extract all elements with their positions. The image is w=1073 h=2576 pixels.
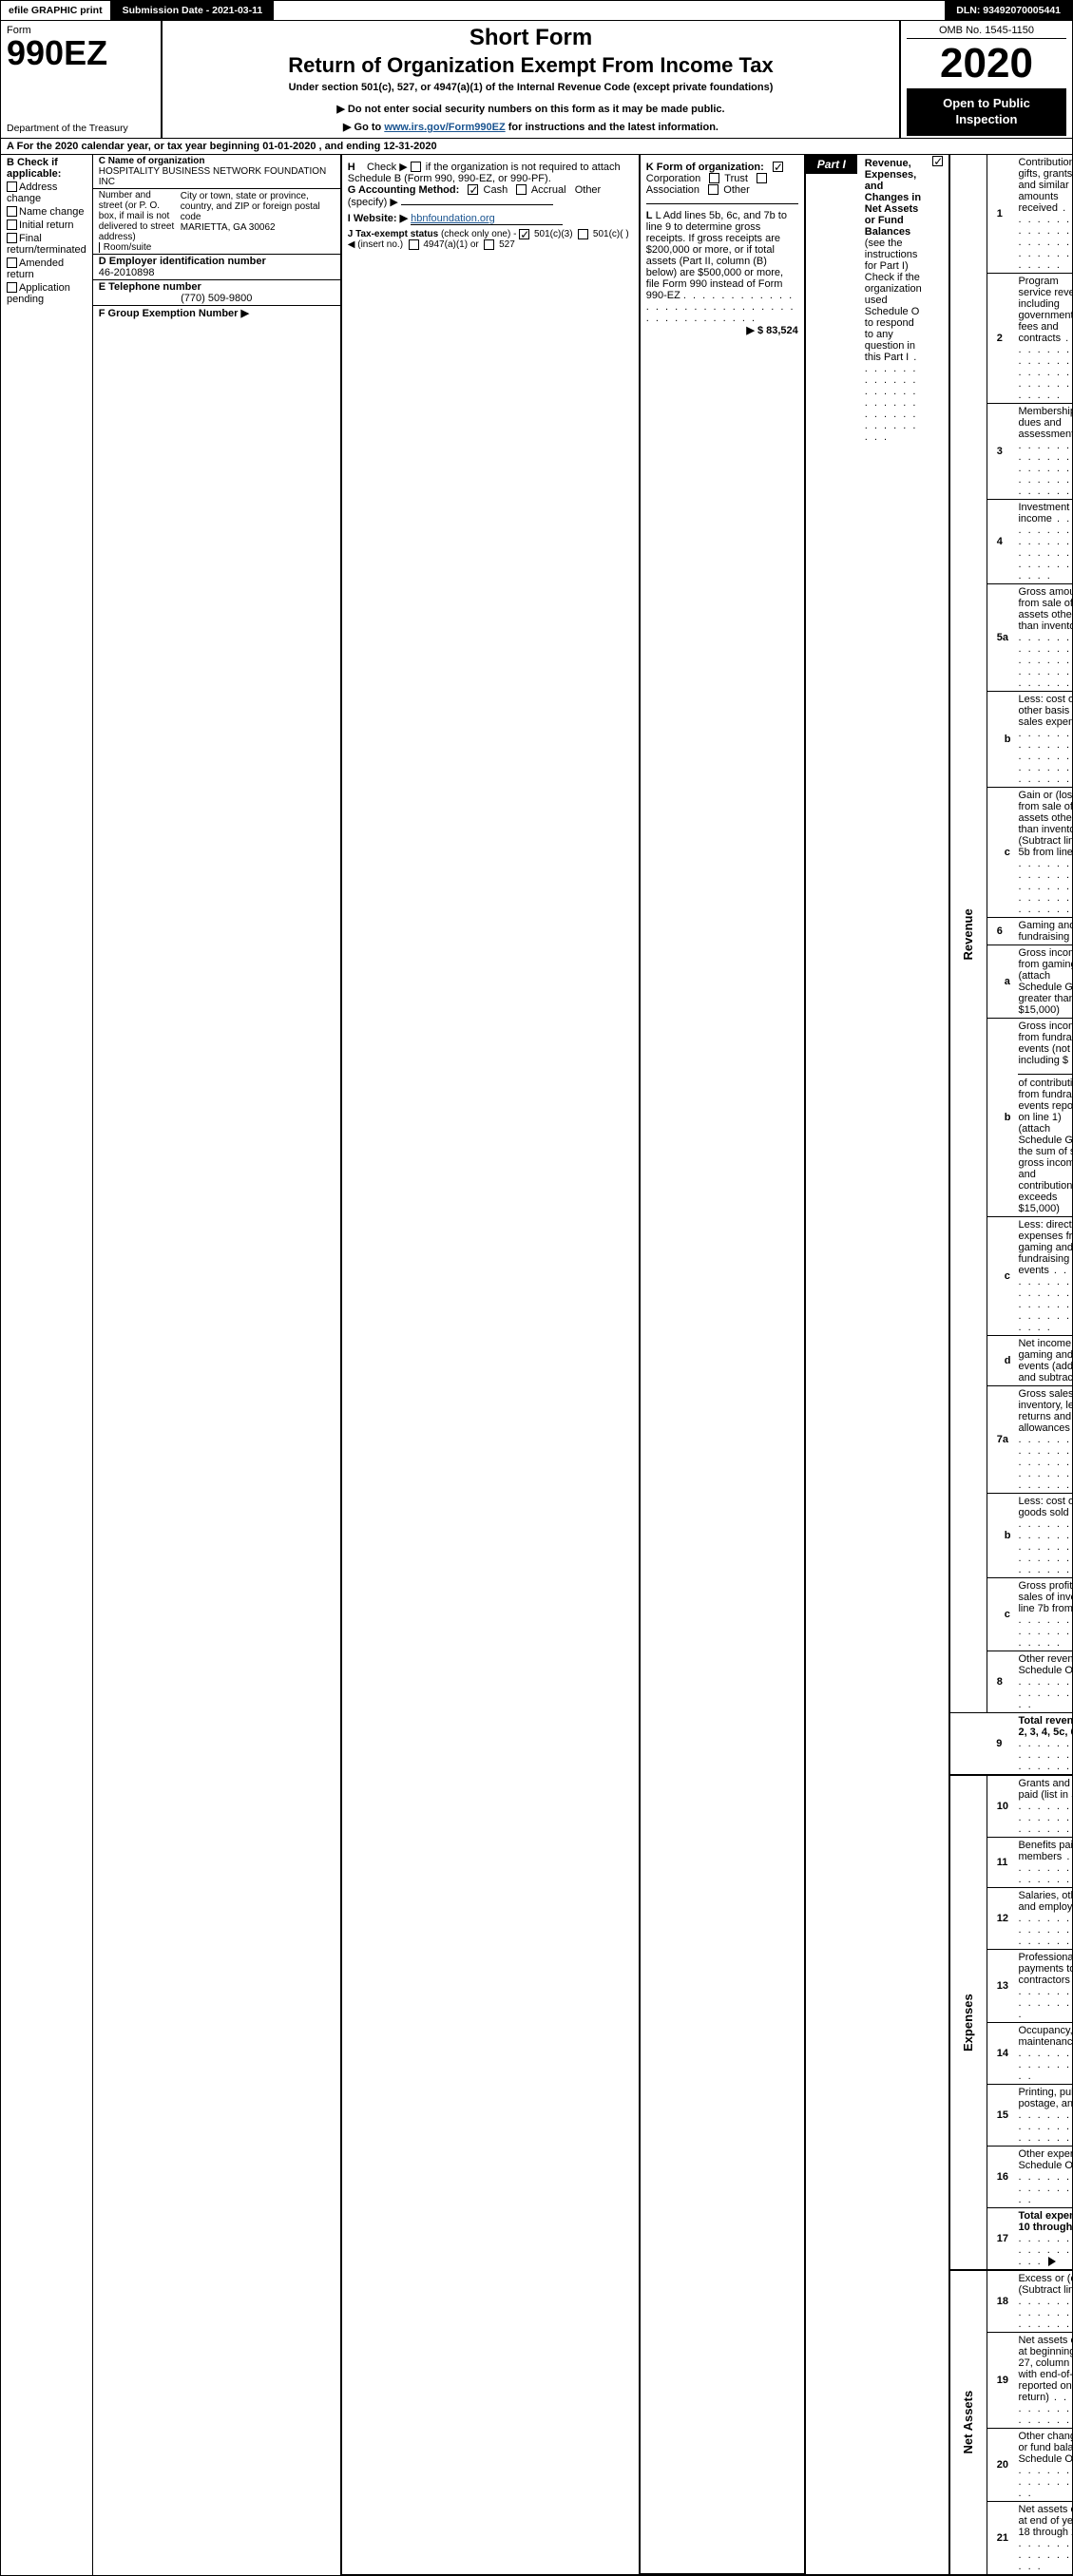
j-label: J Tax-exempt status xyxy=(348,229,438,239)
c-street-label: Number and street (or P. O. box, if mail… xyxy=(99,190,175,242)
line-12: Salaries, other compensation, and employ… xyxy=(1014,1887,1073,1949)
line-10: Grants and similar amounts paid (list in… xyxy=(1014,1775,1073,1838)
l-amount: ▶ $ 83,524 xyxy=(746,324,797,336)
cb-address-change[interactable]: Address change xyxy=(7,181,86,204)
line-1: Contributions, gifts, grants, and simila… xyxy=(1014,155,1073,274)
line-20: Other changes in net assets or fund bala… xyxy=(1014,2428,1073,2501)
subtitle-ssn: ▶ Do not enter social security numbers o… xyxy=(172,103,890,115)
l-text: L Add lines 5b, 6c, and 7b to line 9 to … xyxy=(646,210,787,301)
cb-schedule-b[interactable] xyxy=(411,162,421,172)
g-label: G Accounting Method: xyxy=(348,184,460,196)
arrow-icon xyxy=(1048,2257,1056,2266)
k-label: K Form of organization: xyxy=(646,162,764,173)
cb-501c[interactable] xyxy=(578,229,588,239)
line-2: Program service revenue including govern… xyxy=(1014,273,1073,403)
line-18: Excess or (deficit) for the year (Subtra… xyxy=(1014,2270,1073,2333)
line-13: Professional fees and other payments to … xyxy=(1014,1949,1073,2022)
title-short-form: Short Form xyxy=(172,25,890,51)
cb-assoc[interactable] xyxy=(757,173,767,183)
org-city: MARIETTA, GA 30062 xyxy=(181,222,329,233)
line-6: Gaming and fundraising events xyxy=(1014,917,1073,945)
section-ghij: H Check ▶ if the organization is not req… xyxy=(341,155,640,2575)
room-suite-label: Room/suite xyxy=(99,242,175,253)
cb-4947[interactable] xyxy=(409,239,419,250)
line-7c: Gross profit or (loss) from sales of inv… xyxy=(1014,1577,1073,1651)
line-3: Membership dues and assessments xyxy=(1014,403,1073,499)
section-c: C Name of organization HOSPITALITY BUSIN… xyxy=(93,155,341,2575)
cb-527[interactable] xyxy=(484,239,494,250)
tax-year: 2020 xyxy=(907,39,1066,88)
line-15: Printing, publications, postage, and shi… xyxy=(1014,2084,1073,2146)
cb-trust[interactable] xyxy=(709,173,719,183)
e-phone-label: E Telephone number xyxy=(99,281,335,293)
line-21: Net assets or fund balances at end of ye… xyxy=(1014,2501,1073,2574)
c-name-label: C Name of organization xyxy=(99,156,335,166)
cb-cash[interactable] xyxy=(468,184,478,195)
phone: (770) 509-9800 xyxy=(99,293,335,304)
section-kl: K Form of organization: Corporation Trus… xyxy=(640,155,805,2575)
dept-label: Department of the Treasury xyxy=(7,123,155,134)
cb-other-org[interactable] xyxy=(708,184,719,195)
cb-final-return[interactable]: Final return/terminated xyxy=(7,233,86,256)
i-label: I Website: ▶ xyxy=(348,213,408,224)
side-expenses: Expenses xyxy=(949,1775,987,2270)
c-city-label: City or town, state or province, country… xyxy=(181,191,329,222)
cb-501c3[interactable] xyxy=(519,229,529,239)
line-6d: Net income or (loss) from gaming and fun… xyxy=(1014,1335,1073,1385)
cb-name-change[interactable]: Name change xyxy=(7,206,86,218)
part-i-header: Part I Revenue, Expenses, and Changes in… xyxy=(805,155,949,2575)
irs-link[interactable]: www.irs.gov/Form990EZ xyxy=(384,122,505,133)
ein: 46-2010898 xyxy=(99,267,335,278)
b-title: B Check if applicable: xyxy=(7,157,86,180)
cb-corp[interactable] xyxy=(773,162,783,172)
subtitle-link: ▶ Go to www.irs.gov/Form990EZ for instru… xyxy=(172,121,890,133)
cb-schedule-o[interactable] xyxy=(932,156,943,166)
f-group-label: F Group Exemption Number ▶ xyxy=(99,307,335,319)
line-a-row: A For the 2020 calendar year, or tax yea… xyxy=(0,139,1073,155)
cb-accrual[interactable] xyxy=(516,184,527,195)
topbar: efile GRAPHIC print Submission Date - 20… xyxy=(0,0,1073,21)
line-16: Other expenses (describe in Schedule O) xyxy=(1014,2146,1073,2207)
submission-date: Submission Date - 2021-03-11 xyxy=(111,1,275,20)
line-4: Investment income xyxy=(1014,499,1073,583)
subtitle-section: Under section 501(c), 527, or 4947(a)(1)… xyxy=(172,82,890,93)
omb-number: OMB No. 1545-1150 xyxy=(907,23,1066,39)
line-11: Benefits paid to or for members xyxy=(1014,1837,1073,1887)
d-ein-label: D Employer identification number xyxy=(99,256,335,267)
part-i-label: Part I xyxy=(806,155,857,174)
form-header: Form 990EZ Department of the Treasury Sh… xyxy=(0,21,1073,139)
line-5c: Gain or (loss) from sale of assets other… xyxy=(1014,787,1073,917)
cb-application-pending[interactable]: Application pending xyxy=(7,282,86,305)
website-link[interactable]: hbnfoundation.org xyxy=(411,213,563,225)
side-revenue: Revenue xyxy=(949,155,987,1713)
line-19: Net assets or fund balances at beginning… xyxy=(1014,2332,1073,2428)
side-netassets: Net Assets xyxy=(949,2270,987,2575)
efile-graphic-print-button[interactable]: efile GRAPHIC print xyxy=(1,1,111,20)
cb-initial-return[interactable]: Initial return xyxy=(7,219,86,231)
dln: DLN: 93492070005441 xyxy=(945,1,1072,20)
line-14: Occupancy, rent, utilities, and maintena… xyxy=(1014,2022,1073,2084)
form-number: 990EZ xyxy=(7,36,155,70)
section-def: D Employer identification number 46-2010… xyxy=(93,255,340,320)
open-public: Open to Public Inspection xyxy=(907,88,1066,136)
title-return: Return of Organization Exempt From Incom… xyxy=(172,53,890,78)
line-8: Other revenue (describe in Schedule O) xyxy=(1014,1651,1073,1712)
revenue-table: Revenue 1Contributions, gifts, grants, a… xyxy=(949,155,1073,2575)
cb-amended-return[interactable]: Amended return xyxy=(7,258,86,280)
org-name: HOSPITALITY BUSINESS NETWORK FOUNDATION … xyxy=(99,166,335,187)
section-b: B Check if applicable: Address change Na… xyxy=(1,155,93,2575)
